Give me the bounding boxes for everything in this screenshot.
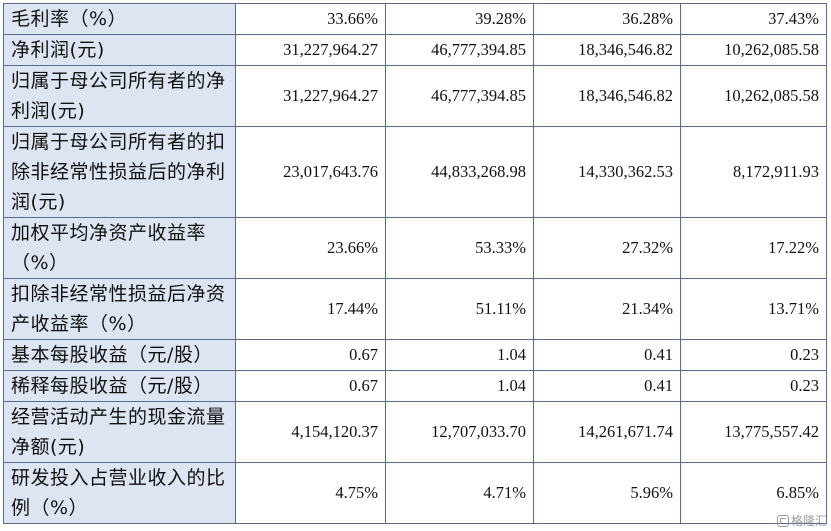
cell-value: 33.66% <box>235 3 386 35</box>
table-row: 基本每股收益（元/股） 0.67 1.04 0.41 0.23 <box>3 339 827 371</box>
cell-value: 0.41 <box>533 370 681 402</box>
cell-value: 10,262,085.58 <box>680 34 827 66</box>
logo-icon <box>776 514 789 527</box>
cell-value: 1.04 <box>385 370 534 402</box>
cell-value: 44,833,268.98 <box>385 126 534 218</box>
row-label: 经营活动产生的现金流量净额(元) <box>3 401 236 463</box>
cell-value: 1.04 <box>385 339 534 371</box>
row-label: 加权平均净资产收益率（%） <box>3 217 236 279</box>
row-label: 基本每股收益（元/股） <box>3 339 236 371</box>
row-label: 归属于母公司所有者的净利润(元) <box>3 65 236 127</box>
cell-value: 39.28% <box>385 3 534 35</box>
cell-value: 4.75% <box>235 462 386 524</box>
table-row: 归属于母公司所有者的扣除非经常性损益后的净利润(元) 23,017,643.76… <box>3 126 827 218</box>
cell-value: 23.66% <box>235 217 386 279</box>
cell-value: 6.85% <box>680 462 827 524</box>
table-row: 净利润(元) 31,227,964.27 46,777,394.85 18,34… <box>3 34 827 66</box>
row-label: 研发投入占营业收入的比例（%） <box>3 462 236 524</box>
financial-indicators-table: 毛利率（%） 33.66% 39.28% 36.28% 37.43% 净利润(元… <box>3 3 827 524</box>
table-row: 扣除非经常性损益后净资产收益率（%） 17.44% 51.11% 21.34% … <box>3 278 827 340</box>
cell-value: 18,346,546.82 <box>533 34 681 66</box>
cell-value: 18,346,546.82 <box>533 65 681 127</box>
cell-value: 21.34% <box>533 278 681 340</box>
cell-value: 46,777,394.85 <box>385 65 534 127</box>
table-row: 稀释每股收益（元/股） 0.67 1.04 0.41 0.23 <box>3 370 827 402</box>
cell-value: 17.44% <box>235 278 386 340</box>
cell-value: 14,330,362.53 <box>533 126 681 218</box>
cell-value: 36.28% <box>533 3 681 35</box>
cell-value: 4,154,120.37 <box>235 401 386 463</box>
watermark-text: 格隆汇 <box>790 514 827 528</box>
watermark: 格隆汇 <box>776 512 827 529</box>
row-label: 归属于母公司所有者的扣除非经常性损益后的净利润(元) <box>3 126 236 218</box>
cell-value: 0.23 <box>680 370 827 402</box>
row-label: 扣除非经常性损益后净资产收益率（%） <box>3 278 236 340</box>
cell-value: 46,777,394.85 <box>385 34 534 66</box>
cell-value: 37.43% <box>680 3 827 35</box>
row-label: 稀释每股收益（元/股） <box>3 370 236 402</box>
cell-value: 0.23 <box>680 339 827 371</box>
cell-value: 14,261,671.74 <box>533 401 681 463</box>
cell-value: 10,262,085.58 <box>680 65 827 127</box>
table-row: 归属于母公司所有者的净利润(元) 31,227,964.27 46,777,39… <box>3 65 827 127</box>
cell-value: 5.96% <box>533 462 681 524</box>
cell-value: 0.67 <box>235 339 386 371</box>
cell-value: 27.32% <box>533 217 681 279</box>
row-label: 毛利率（%） <box>3 3 236 35</box>
table-row: 毛利率（%） 33.66% 39.28% 36.28% 37.43% <box>3 3 827 35</box>
table-row: 研发投入占营业收入的比例（%） 4.75% 4.71% 5.96% 6.85% <box>3 462 827 524</box>
row-label: 净利润(元) <box>3 34 236 66</box>
cell-value: 31,227,964.27 <box>235 65 386 127</box>
cell-value: 17.22% <box>680 217 827 279</box>
cell-value: 13,775,557.42 <box>680 401 827 463</box>
table-row: 经营活动产生的现金流量净额(元) 4,154,120.37 12,707,033… <box>3 401 827 463</box>
cell-value: 51.11% <box>385 278 534 340</box>
cell-value: 8,172,911.93 <box>680 126 827 218</box>
cell-value: 31,227,964.27 <box>235 34 386 66</box>
cell-value: 0.67 <box>235 370 386 402</box>
cell-value: 12,707,033.70 <box>385 401 534 463</box>
cell-value: 0.41 <box>533 339 681 371</box>
cell-value: 4.71% <box>385 462 534 524</box>
cell-value: 23,017,643.76 <box>235 126 386 218</box>
cell-value: 53.33% <box>385 217 534 279</box>
table-row: 加权平均净资产收益率（%） 23.66% 53.33% 27.32% 17.22… <box>3 217 827 279</box>
cell-value: 13.71% <box>680 278 827 340</box>
